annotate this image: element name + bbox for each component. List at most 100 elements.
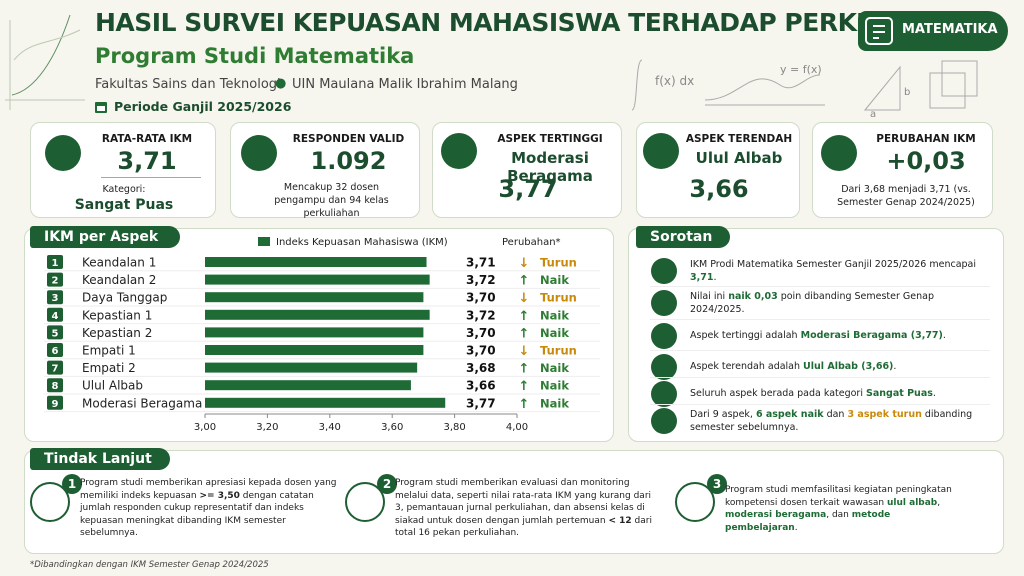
bar: [205, 292, 424, 303]
bar: [205, 274, 430, 285]
change-arrow: ↑: [519, 362, 530, 377]
rank: 1: [52, 258, 59, 269]
change-arrow: ↑: [519, 379, 530, 394]
x-tick-label: 3,20: [256, 422, 278, 433]
card-note: Mencakup 32 dosen pengampu dan 94 kelas …: [274, 182, 389, 219]
x-tick-label: 3,40: [319, 422, 341, 433]
follow-up-icon: [345, 482, 385, 522]
divider: [650, 350, 990, 351]
text-segment: Seluruh aspek berada pada kategori: [690, 388, 867, 399]
rank-box: [47, 255, 63, 269]
change-arrow: ↓: [519, 291, 530, 306]
rank-box: [47, 343, 63, 357]
period: Periode Ganjil 2025/2026: [114, 99, 292, 114]
text-segment: dibanding semester sebelumnya.: [690, 409, 973, 433]
category-label: Keandalan 1: [82, 256, 156, 270]
category-label: Keandalan 2: [82, 273, 156, 287]
card-icon: [45, 135, 81, 171]
divider: [101, 177, 201, 178]
text-segment: Program studi memberikan evaluasi dan mo…: [395, 478, 652, 526]
decor-text: a: [870, 109, 876, 120]
text-segment: Program studi memberikan apresiasi kepad…: [80, 478, 337, 501]
subtitle: Program Studi Matematika: [95, 44, 415, 68]
card: RATA-RATA IKM 3,71 Kategori: Sangat Puas: [30, 122, 216, 218]
highlight-icon: [651, 381, 677, 407]
x-tick-label: 3,00: [194, 422, 216, 433]
category-label: Empati 2: [82, 361, 136, 375]
badge-text: MATEMATIKA: [902, 22, 998, 37]
decor-text: b: [904, 87, 910, 98]
change-label: Naik: [540, 273, 569, 287]
decor-text: f(x) dx: [655, 74, 694, 88]
text-segment: Aspek terendah adalah: [690, 361, 804, 372]
text-segment: Nilai ini: [690, 291, 729, 302]
card: ASPEK TERTINGGI Moderasi Beragama 3,77: [432, 122, 622, 218]
highlight-text: IKM Prodi Matematika Semester Ganjil 202…: [690, 258, 990, 284]
bar: [205, 309, 430, 320]
follow-up-text: Program studi memfasilitasi kegiatan pen…: [725, 484, 960, 534]
value-label: 3,70: [466, 344, 496, 358]
change-label: Turun: [540, 256, 577, 270]
math-decor: f(x) dx y = f(x) a b: [631, 59, 978, 120]
bar: [205, 327, 424, 338]
follow-up-text: Program studi memberikan evaluasi dan mo…: [395, 477, 660, 540]
highlight-text: Seluruh aspek berada pada kategori Sanga…: [690, 387, 990, 400]
card-title: PERUBAHAN IKM: [876, 133, 976, 145]
divider: [650, 319, 990, 320]
text-segment: dengan catatan jumlah responden cukup re…: [80, 490, 314, 539]
category-label: Kepastian 2: [82, 326, 152, 340]
follow-up-text: Program studi memberikan apresiasi kepad…: [80, 477, 345, 540]
card-value: 3,66: [689, 175, 749, 203]
text-segment: ,: [937, 497, 941, 508]
value-label: 3,66: [466, 379, 496, 393]
faculty: Fakultas Sains dan Teknologi: [95, 77, 281, 92]
graph-decor: [5, 14, 85, 110]
rank: 4: [52, 311, 59, 322]
highlight-icon: [651, 323, 677, 349]
text-segment: metode pembelajaran: [725, 510, 891, 533]
follow-up-number: 2: [377, 474, 397, 494]
text-segment: dan: [823, 409, 848, 420]
card-title: ASPEK TERENDAH: [685, 133, 793, 145]
category-label: Kepastian 1: [82, 308, 152, 322]
highlight-text: Nilai ini naik 0,03 poin dibanding Semes…: [690, 290, 990, 316]
value-label: 3,70: [466, 326, 496, 340]
follow-up-title: Tindak Lanjut: [30, 448, 170, 470]
bar: [205, 257, 427, 267]
calendar-icon: [95, 102, 107, 113]
rank: 2: [52, 276, 59, 287]
follow-up-panel: [24, 450, 1004, 554]
highlight-text: Aspek terendah adalah Ulul Albab (3,66).: [690, 360, 990, 373]
x-tick-label: 3,80: [443, 422, 465, 433]
category-label: Daya Tanggap: [82, 291, 167, 305]
text-segment: .: [942, 330, 946, 341]
decor-text: y = f(x): [780, 63, 822, 76]
x-tick-label: 4,00: [506, 422, 528, 433]
text-segment: IKM Prodi Matematika Semester Ganjil 202…: [690, 259, 977, 270]
text-segment: .: [713, 272, 717, 283]
rank: 5: [52, 328, 59, 339]
value-label: 3,70: [466, 291, 496, 305]
card-label: Kategori:: [102, 184, 146, 195]
university: UIN Maulana Malik Ibrahim Malang: [292, 77, 518, 92]
card: RESPONDEN VALID 1.092 Mencakup 32 dosen …: [230, 122, 420, 219]
text-segment: naik 0,03: [728, 291, 778, 302]
text-segment: < 12: [608, 515, 632, 526]
change-label: Naik: [540, 396, 569, 410]
rank-box: [47, 395, 63, 410]
value-label: 3,71: [466, 256, 496, 270]
value-label: 3,77: [466, 396, 496, 410]
text-segment: poin dibanding Semester Genap 2024/2025.: [690, 291, 935, 315]
value-label: 3,72: [466, 273, 496, 287]
text-segment: ulul albab: [887, 497, 938, 508]
card-highlight: Sangat Puas: [74, 197, 174, 213]
card-title: RATA-RATA IKM: [101, 133, 193, 145]
change-label: Naik: [540, 361, 569, 375]
chart-title: IKM per Aspek: [30, 226, 180, 248]
bar: [205, 345, 424, 355]
category-label: Moderasi Beragama: [82, 396, 202, 410]
card-icon: [643, 133, 679, 169]
rank-box: [47, 272, 63, 287]
legend-label: Indeks Kepuasan Mahasiswa (IKM): [276, 237, 448, 248]
